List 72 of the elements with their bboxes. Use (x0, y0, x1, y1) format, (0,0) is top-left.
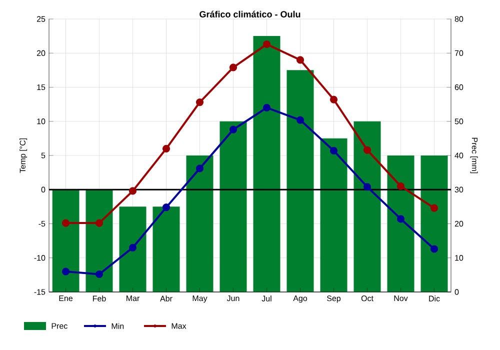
y-tick-label: 10 (37, 118, 46, 124)
bar (387, 155, 414, 292)
bar (186, 155, 214, 292)
point (162, 144, 170, 152)
bar (86, 190, 113, 292)
y-tick-label: 5 (41, 152, 46, 158)
point (396, 215, 405, 223)
y-tick-label: -15 (34, 289, 46, 295)
y-tick-label: 25 (36, 16, 46, 22)
bar (253, 36, 280, 292)
bar (286, 70, 314, 292)
y2-tick-label: 10 (455, 255, 464, 261)
point (430, 204, 438, 212)
legend-label: Prec (52, 323, 68, 329)
point (128, 244, 137, 252)
point (196, 98, 204, 106)
y2-tick-label: 80 (454, 16, 464, 22)
y-tick-label: 15 (37, 84, 46, 90)
point (62, 219, 70, 227)
y2-tick-label: 30 (454, 186, 464, 192)
y2-tick-label: 50 (454, 118, 464, 124)
bar (152, 206, 180, 292)
y2-tick-label: 20 (454, 220, 464, 227)
point (430, 245, 438, 253)
x-tick-label: Jun (226, 296, 240, 302)
point (262, 104, 271, 112)
y2-tick-label: 70 (454, 50, 464, 56)
point (229, 126, 238, 134)
point (128, 187, 137, 195)
y-tick-label: -10 (34, 255, 46, 261)
x-tick-label: Ago (293, 296, 308, 303)
x-tick-label: Nov (394, 296, 408, 302)
bar (52, 190, 80, 292)
x-tick-label: May (192, 296, 208, 303)
point (262, 40, 271, 48)
point (95, 270, 104, 278)
x-tick-label: Ene (59, 296, 73, 302)
x-tick-label: Dic (429, 296, 440, 302)
legend-label: Max (172, 323, 186, 329)
bar (420, 155, 448, 292)
y-tick-label: -5 (38, 220, 46, 227)
x-tick-label: Jul (262, 296, 272, 302)
point (330, 96, 338, 104)
point (296, 56, 304, 64)
point (196, 164, 204, 172)
y2-tick-label: 60 (454, 84, 464, 90)
y-axis-title: Temp [°C] (20, 138, 28, 173)
x-tick-label: Mar (126, 296, 140, 302)
point (162, 204, 170, 212)
bar (320, 138, 348, 292)
y2-tick-label: 0 (454, 289, 459, 295)
bar (119, 206, 146, 292)
point (363, 146, 372, 154)
point (396, 182, 405, 190)
x-tick-label: Sep (326, 296, 341, 303)
x-tick-label: Feb (93, 296, 106, 302)
point (363, 183, 372, 191)
y-tick-label: 0 (41, 186, 46, 192)
chart-title: Gráfico climático - Oulu (200, 10, 300, 18)
point (229, 64, 238, 72)
legend-label: Min (112, 323, 124, 329)
point (62, 268, 70, 276)
y2-axis-title: Prec [mm] (470, 138, 478, 174)
point (95, 219, 104, 227)
bar (354, 121, 381, 292)
y2-tick-label: 40 (454, 152, 464, 158)
x-tick-label: Oct (361, 296, 374, 302)
point (296, 116, 304, 124)
x-tick-label: Abr (160, 296, 172, 302)
y-tick-label: 20 (36, 50, 46, 56)
bar (220, 121, 247, 292)
point (330, 146, 338, 155)
